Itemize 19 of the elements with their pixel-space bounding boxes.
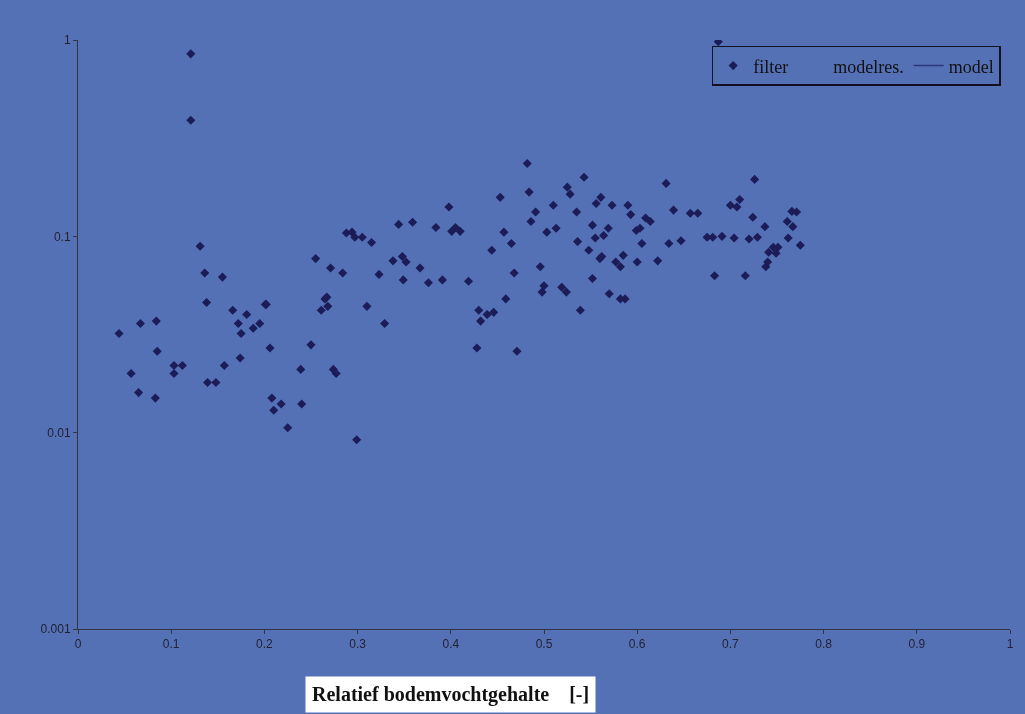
x-tick-label: 0.6 (628, 637, 646, 652)
x-axis-title: Relatief bodemvochtgehalte [-] (312, 683, 590, 706)
y-tick-label: 0.001 (40, 622, 71, 637)
x-tick-label: 0.9 (908, 637, 926, 652)
x-tick-label: 0.2 (256, 637, 274, 652)
legend-label: model (948, 56, 994, 77)
y-tick-label: 0.1 (53, 229, 71, 244)
x-tick-label: 0.5 (535, 637, 553, 652)
text: modelres. (833, 56, 904, 77)
x-tick-label: 0.3 (349, 637, 367, 652)
legend-label: filter (753, 56, 789, 77)
x-tick-label: 0.7 (722, 637, 740, 652)
x-tick-label: 0.4 (442, 637, 460, 652)
x-tick-label: 1 (1006, 637, 1014, 652)
y-tick-label: 0.01 (47, 425, 71, 440)
x-tick-label: 0.1 (162, 637, 180, 652)
y-tick-label: 1 (63, 33, 71, 48)
x-tick-label: 0 (74, 637, 82, 652)
x-tick-label: 0.8 (815, 637, 833, 652)
